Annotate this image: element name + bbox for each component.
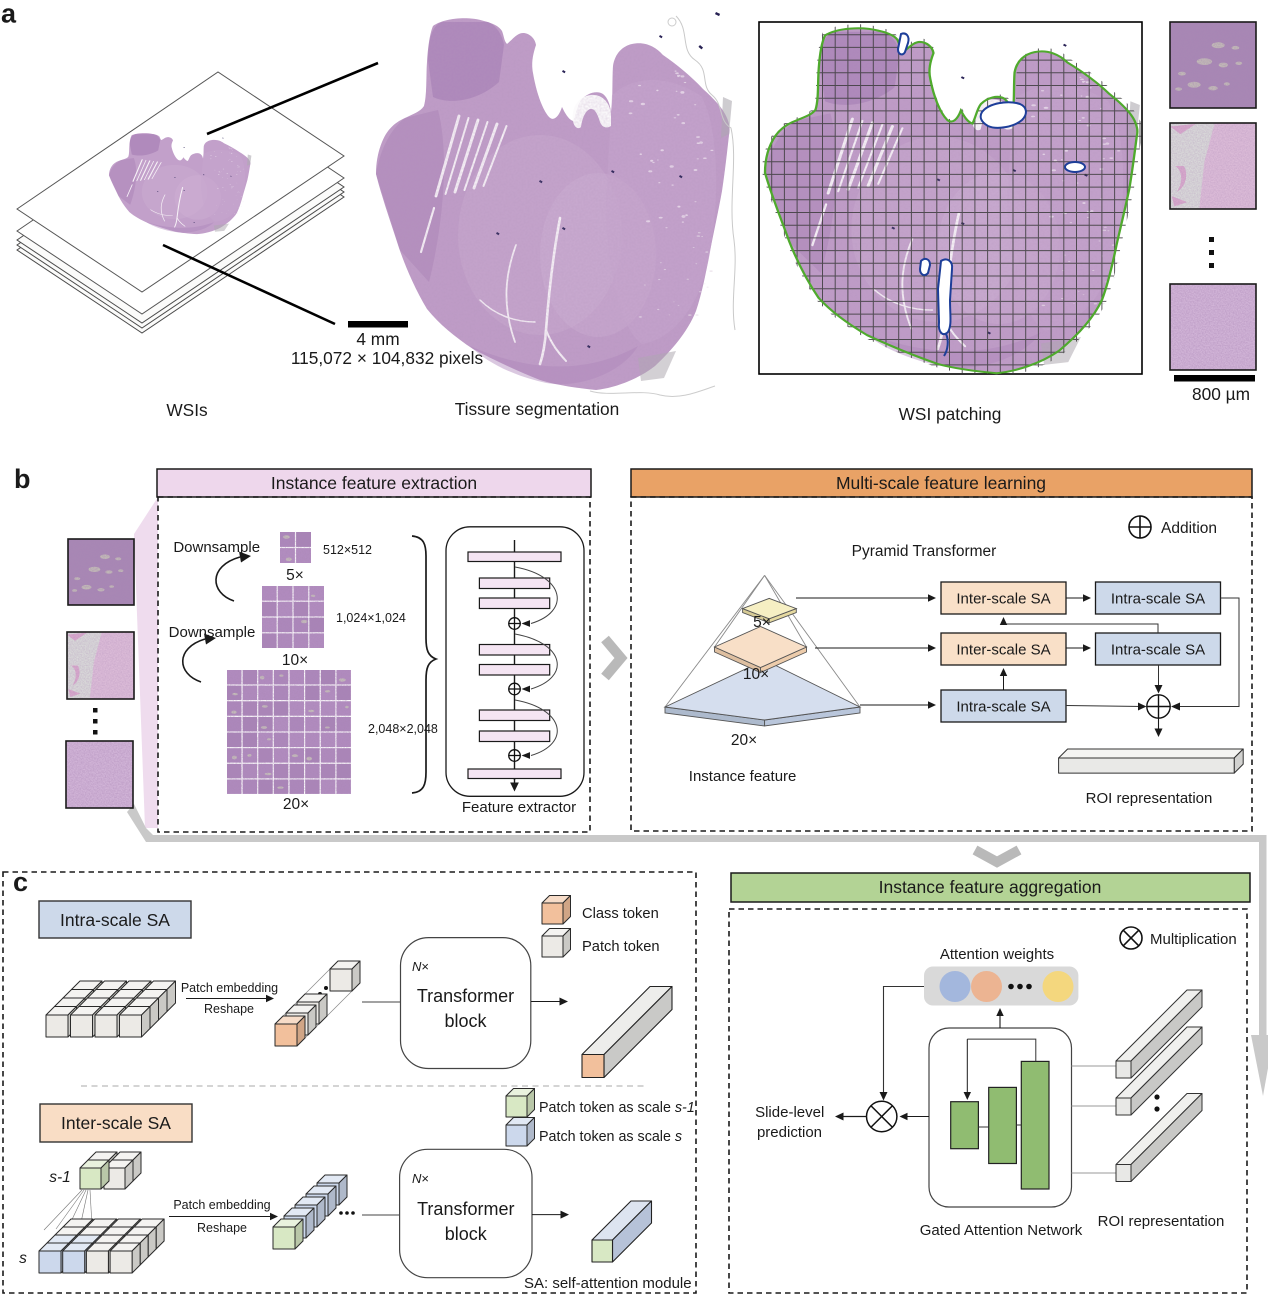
svg-text:N×: N× [412, 1171, 429, 1186]
svg-text:Slide-level: Slide-level [755, 1104, 824, 1121]
svg-text:Pyramid Transformer: Pyramid Transformer [852, 543, 997, 560]
svg-text:Instance feature: Instance feature [689, 768, 797, 785]
svg-text:WSI patching: WSI patching [899, 404, 1002, 424]
svg-text:block: block [444, 1011, 487, 1031]
svg-text:block: block [445, 1224, 488, 1244]
svg-text:20×: 20× [731, 732, 757, 749]
svg-text:Tissure segmentation: Tissure segmentation [455, 399, 620, 419]
svg-text:10×: 10× [743, 666, 769, 683]
svg-text:5×: 5× [286, 567, 304, 584]
svg-text:a: a [1, 0, 17, 29]
svg-text:Patch token as scale s: Patch token as scale s [539, 1129, 682, 1145]
svg-text:Multiplication: Multiplication [1150, 931, 1237, 948]
svg-text:512×512: 512×512 [323, 543, 372, 557]
svg-text:Instance feature aggregation: Instance feature aggregation [879, 877, 1102, 897]
svg-text:N×: N× [412, 959, 429, 974]
svg-text:Intra-scale SA: Intra-scale SA [956, 699, 1050, 716]
svg-text:Addition: Addition [1161, 520, 1217, 537]
svg-text:Intra-scale SA: Intra-scale SA [1111, 642, 1205, 659]
svg-text:20×: 20× [283, 796, 309, 813]
svg-text:Attention weights: Attention weights [940, 946, 1054, 963]
svg-text:s-1: s-1 [49, 1169, 71, 1186]
svg-text:Inter-scale SA: Inter-scale SA [61, 1113, 171, 1133]
svg-text:Instance feature extraction: Instance feature extraction [271, 473, 477, 493]
svg-text:ROI representation: ROI representation [1098, 1213, 1225, 1230]
svg-text:Patch token: Patch token [582, 939, 660, 955]
svg-text:10×: 10× [282, 652, 308, 669]
svg-text:4 mm: 4 mm [356, 329, 399, 349]
svg-text:c: c [13, 867, 28, 897]
svg-text:Feature extractor: Feature extractor [462, 799, 576, 816]
svg-text:b: b [14, 464, 31, 494]
svg-text:Intra-scale SA: Intra-scale SA [1111, 591, 1205, 608]
svg-text:1,024×1,024: 1,024×1,024 [336, 611, 406, 625]
svg-text:Multi-scale feature learning: Multi-scale feature learning [836, 473, 1046, 493]
svg-text:Inter-scale SA: Inter-scale SA [956, 642, 1050, 659]
svg-text:2,048×2,048: 2,048×2,048 [368, 722, 438, 736]
svg-text:Reshape: Reshape [204, 1002, 254, 1016]
svg-text:Inter-scale SA: Inter-scale SA [956, 591, 1050, 608]
svg-text:Gated Attention Network: Gated Attention Network [920, 1222, 1083, 1239]
svg-text:Downsample: Downsample [169, 624, 256, 641]
svg-text:Downsample: Downsample [173, 539, 260, 556]
svg-text:WSIs: WSIs [166, 400, 208, 420]
svg-text:Patch token as scale s-1: Patch token as scale s-1 [539, 1100, 695, 1116]
svg-text:Patch embedding: Patch embedding [173, 1198, 270, 1212]
svg-text:s: s [19, 1250, 27, 1267]
svg-text:Intra-scale SA: Intra-scale SA [60, 910, 170, 930]
svg-text:prediction: prediction [757, 1124, 822, 1141]
svg-text:800 µm: 800 µm [1192, 384, 1250, 404]
svg-text:Class token: Class token [582, 906, 659, 922]
svg-text:SA: self-attention module: SA: self-attention module [524, 1275, 692, 1292]
svg-text:115,072 × 104,832 pixels: 115,072 × 104,832 pixels [291, 348, 484, 368]
svg-text:Reshape: Reshape [197, 1221, 247, 1235]
svg-text:Patch embedding: Patch embedding [181, 981, 278, 995]
svg-text:ROI representation: ROI representation [1086, 790, 1213, 807]
svg-text:Transformer: Transformer [417, 1199, 514, 1219]
svg-text:Transformer: Transformer [417, 986, 514, 1006]
svg-text:5×: 5× [753, 614, 771, 631]
